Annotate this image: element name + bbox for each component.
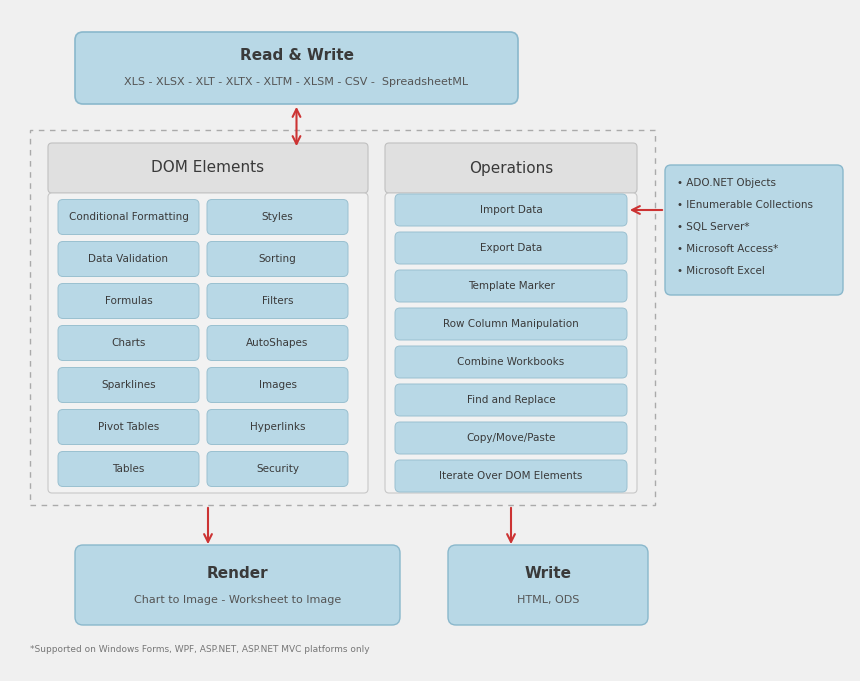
FancyBboxPatch shape	[207, 242, 348, 276]
Text: Render: Render	[206, 565, 268, 580]
FancyBboxPatch shape	[395, 194, 627, 226]
FancyBboxPatch shape	[58, 242, 199, 276]
Text: Sorting: Sorting	[259, 254, 297, 264]
FancyBboxPatch shape	[395, 422, 627, 454]
Text: HTML, ODS: HTML, ODS	[517, 595, 579, 605]
FancyBboxPatch shape	[48, 143, 368, 193]
Text: Read & Write: Read & Write	[239, 48, 353, 63]
Text: Import Data: Import Data	[480, 205, 543, 215]
FancyBboxPatch shape	[207, 409, 348, 445]
Text: Combine Workbooks: Combine Workbooks	[458, 357, 565, 367]
FancyBboxPatch shape	[385, 193, 637, 493]
Text: Write: Write	[525, 565, 572, 580]
Text: Row Column Manipulation: Row Column Manipulation	[443, 319, 579, 329]
Text: DOM Elements: DOM Elements	[151, 161, 265, 176]
FancyBboxPatch shape	[58, 368, 199, 402]
Text: Find and Replace: Find and Replace	[467, 395, 556, 405]
FancyBboxPatch shape	[207, 200, 348, 234]
FancyBboxPatch shape	[207, 368, 348, 402]
FancyBboxPatch shape	[75, 545, 400, 625]
FancyBboxPatch shape	[58, 409, 199, 445]
FancyBboxPatch shape	[207, 326, 348, 360]
FancyBboxPatch shape	[395, 232, 627, 264]
Text: Copy/Move/Paste: Copy/Move/Paste	[466, 433, 556, 443]
Text: Pivot Tables: Pivot Tables	[98, 422, 159, 432]
Text: Export Data: Export Data	[480, 243, 542, 253]
Text: *Supported on Windows Forms, WPF, ASP.NET, ASP.NET MVC platforms only: *Supported on Windows Forms, WPF, ASP.NE…	[30, 646, 370, 654]
FancyBboxPatch shape	[395, 384, 627, 416]
FancyBboxPatch shape	[207, 283, 348, 319]
Text: Conditional Formatting: Conditional Formatting	[69, 212, 188, 222]
FancyBboxPatch shape	[395, 270, 627, 302]
FancyBboxPatch shape	[448, 545, 648, 625]
Text: Data Validation: Data Validation	[89, 254, 169, 264]
Text: XLS - XLSX - XLT - XLTX - XLTM - XLSM - CSV -  SpreadsheetML: XLS - XLSX - XLT - XLTX - XLTM - XLSM - …	[125, 77, 469, 87]
FancyBboxPatch shape	[48, 193, 368, 493]
Text: • SQL Server*: • SQL Server*	[677, 222, 750, 232]
Text: Sparklines: Sparklines	[101, 380, 156, 390]
Text: Operations: Operations	[469, 161, 553, 176]
Bar	[30, 130, 655, 505]
FancyBboxPatch shape	[75, 32, 518, 104]
Text: • ADO.NET Objects: • ADO.NET Objects	[677, 178, 776, 188]
Text: Security: Security	[256, 464, 299, 474]
Text: AutoShapes: AutoShapes	[246, 338, 309, 348]
Text: Iterate Over DOM Elements: Iterate Over DOM Elements	[439, 471, 583, 481]
Text: Images: Images	[259, 380, 297, 390]
FancyBboxPatch shape	[395, 308, 627, 340]
Text: Chart to Image - Worksheet to Image: Chart to Image - Worksheet to Image	[134, 595, 341, 605]
Text: Filters: Filters	[261, 296, 293, 306]
Text: • Microsoft Access*: • Microsoft Access*	[677, 244, 778, 254]
FancyBboxPatch shape	[58, 326, 199, 360]
FancyBboxPatch shape	[58, 452, 199, 486]
FancyBboxPatch shape	[207, 452, 348, 486]
FancyBboxPatch shape	[665, 165, 843, 295]
Text: • IEnumerable Collections: • IEnumerable Collections	[677, 200, 813, 210]
Text: Tables: Tables	[113, 464, 144, 474]
Text: Charts: Charts	[111, 338, 145, 348]
FancyBboxPatch shape	[385, 143, 637, 193]
FancyBboxPatch shape	[395, 460, 627, 492]
FancyBboxPatch shape	[58, 200, 199, 234]
FancyBboxPatch shape	[395, 346, 627, 378]
Text: Template Marker: Template Marker	[468, 281, 555, 291]
FancyBboxPatch shape	[58, 283, 199, 319]
Text: Formulas: Formulas	[105, 296, 152, 306]
Text: Styles: Styles	[261, 212, 293, 222]
Text: Hyperlinks: Hyperlinks	[249, 422, 305, 432]
Text: • Microsoft Excel: • Microsoft Excel	[677, 266, 765, 276]
